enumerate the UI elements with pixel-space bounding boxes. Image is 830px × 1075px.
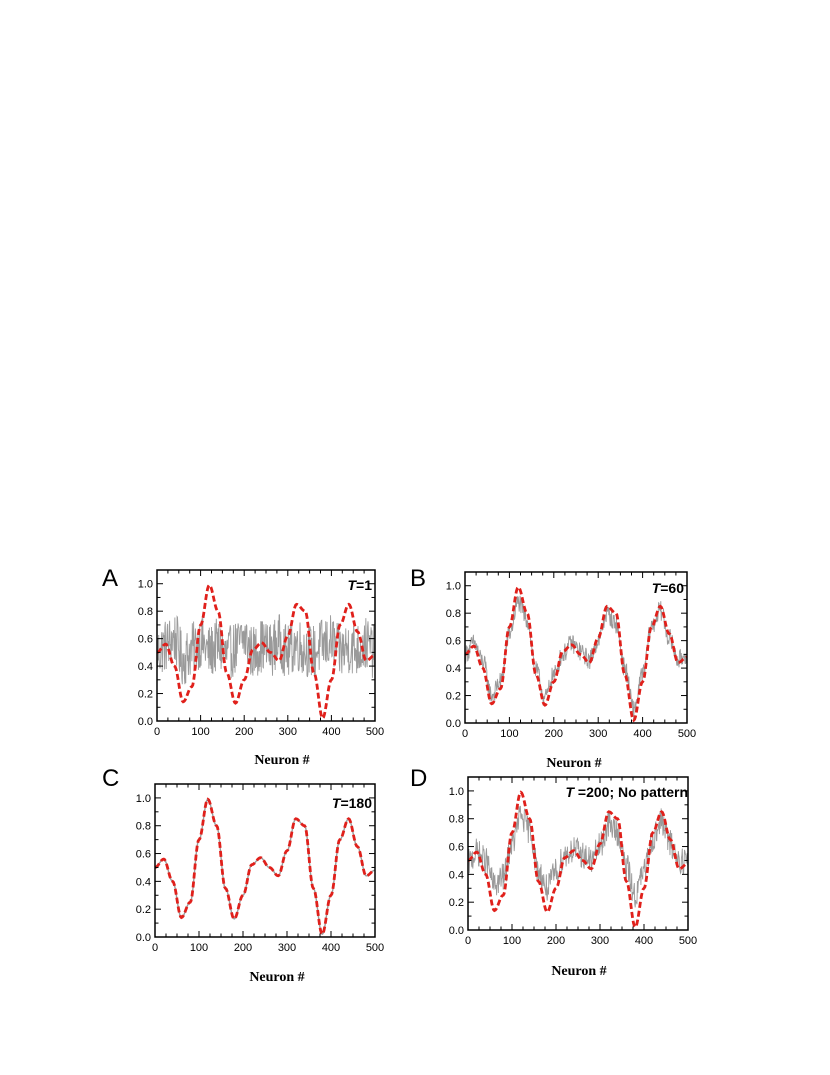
x-tick-label: 0 [154, 726, 160, 738]
annotation-text: =200; No pattern [574, 784, 688, 800]
x-tick-label: 200 [234, 942, 252, 954]
x-axis-label: Neuron # [254, 753, 309, 768]
panel-annotation: T =200; No pattern [565, 784, 688, 800]
plot-area [155, 797, 375, 937]
panel-b: B 0 100 200 300 400 500 0.0 0.2 0.4 0.6 0.8 1.0 Neuro… [410, 565, 696, 771]
panel-annotation: T=1 [347, 577, 372, 593]
series-target-line [465, 585, 687, 723]
x-axis-label: Neuron # [546, 756, 601, 771]
x-tick-label: 100 [503, 935, 521, 947]
y-tick-label: 0.2 [449, 897, 464, 909]
y-tick-label: 1.0 [449, 786, 464, 798]
y-tick-label: 0.0 [136, 932, 151, 944]
y-tick-label: 0.6 [136, 849, 151, 861]
y-tick-label: 0.4 [449, 869, 464, 881]
series-noisy-line [157, 614, 375, 685]
panel-letter: D [410, 765, 427, 792]
y-tick-label: 1.0 [136, 793, 151, 805]
x-tick-label: 300 [279, 726, 297, 738]
annotation-symbol: T [652, 580, 662, 596]
y-tick-label: 0.8 [449, 814, 464, 826]
plot-area [157, 583, 375, 721]
x-tick-label: 0 [462, 728, 468, 740]
annotation-text: =180 [340, 795, 372, 811]
x-tick-label: 400 [322, 726, 340, 738]
y-tick-label: 0.6 [449, 842, 464, 854]
y-tick-label: 1.0 [446, 581, 461, 593]
annotation-text: =1 [356, 577, 372, 593]
series-target-line [155, 797, 375, 937]
x-tick-label: 300 [278, 942, 296, 954]
x-tick-label: 0 [465, 935, 471, 947]
x-tick-label: 500 [366, 942, 384, 954]
y-tick-label: 1.0 [138, 579, 153, 591]
panel-letter: A [102, 565, 118, 592]
plot-area [468, 790, 688, 930]
panel-letter: B [410, 565, 426, 592]
panel-letter: C [102, 765, 119, 792]
y-tick-label: 0.0 [449, 925, 464, 937]
x-tick-label: 200 [545, 728, 563, 740]
x-tick-label: 200 [547, 935, 565, 947]
panel-c: C 0 100 200 300 400 500 0.0 0.2 0.4 0.6 0.8 1.0 Neuro… [102, 765, 384, 985]
panel-d: D 0 100 200 300 400 500 0.0 0.2 0.4 0.6 0.8 1.0 Neuro… [410, 765, 697, 979]
panel-annotation: T=60 [652, 580, 685, 596]
x-tick-label: 0 [152, 942, 158, 954]
y-tick-label: 0.0 [138, 716, 153, 728]
x-axis-label: Neuron # [551, 964, 606, 979]
y-tick-label: 0.6 [446, 636, 461, 648]
annotation-symbol: T [332, 795, 342, 811]
x-tick-label: 400 [322, 942, 340, 954]
y-tick-label: 0.2 [136, 904, 151, 916]
x-tick-label: 300 [591, 935, 609, 947]
y-tick-label: 0.0 [446, 718, 461, 730]
panel-annotation: T=180 [332, 795, 372, 811]
y-tick-label: 0.2 [446, 691, 461, 703]
y-tick-label: 0.6 [138, 634, 153, 646]
y-tick-label: 0.4 [446, 663, 461, 675]
y-tick-label: 0.4 [136, 876, 151, 888]
annotation-symbol: T [347, 577, 357, 593]
series-target-line [157, 583, 375, 721]
x-tick-label: 100 [500, 728, 518, 740]
x-tick-label: 100 [190, 942, 208, 954]
x-tick-label: 300 [589, 728, 607, 740]
series-noisy-line [465, 595, 687, 719]
annotation-text: =60 [660, 580, 684, 596]
series-noisy-line [155, 798, 375, 936]
x-tick-label: 500 [678, 728, 696, 740]
x-axis-label: Neuron # [249, 970, 304, 985]
x-tick-label: 400 [635, 935, 653, 947]
x-tick-label: 200 [235, 726, 253, 738]
x-tick-label: 500 [366, 726, 384, 738]
x-tick-label: 500 [679, 935, 697, 947]
plot-area [465, 585, 687, 723]
y-tick-label: 0.8 [138, 606, 153, 618]
y-tick-label: 0.4 [138, 661, 153, 673]
series-noisy-line [468, 805, 688, 908]
series-target-line [468, 790, 688, 930]
annotation-symbol: T [565, 784, 575, 800]
y-tick-label: 0.2 [138, 689, 153, 701]
y-tick-label: 0.8 [136, 821, 151, 833]
x-tick-label: 100 [191, 726, 209, 738]
x-tick-label: 400 [633, 728, 651, 740]
y-tick-label: 0.8 [446, 608, 461, 620]
panel-a: A 0 100 200 300 400 500 0.0 0.2 0.4 0.6 0.8 1.0 Neuro… [102, 565, 384, 768]
